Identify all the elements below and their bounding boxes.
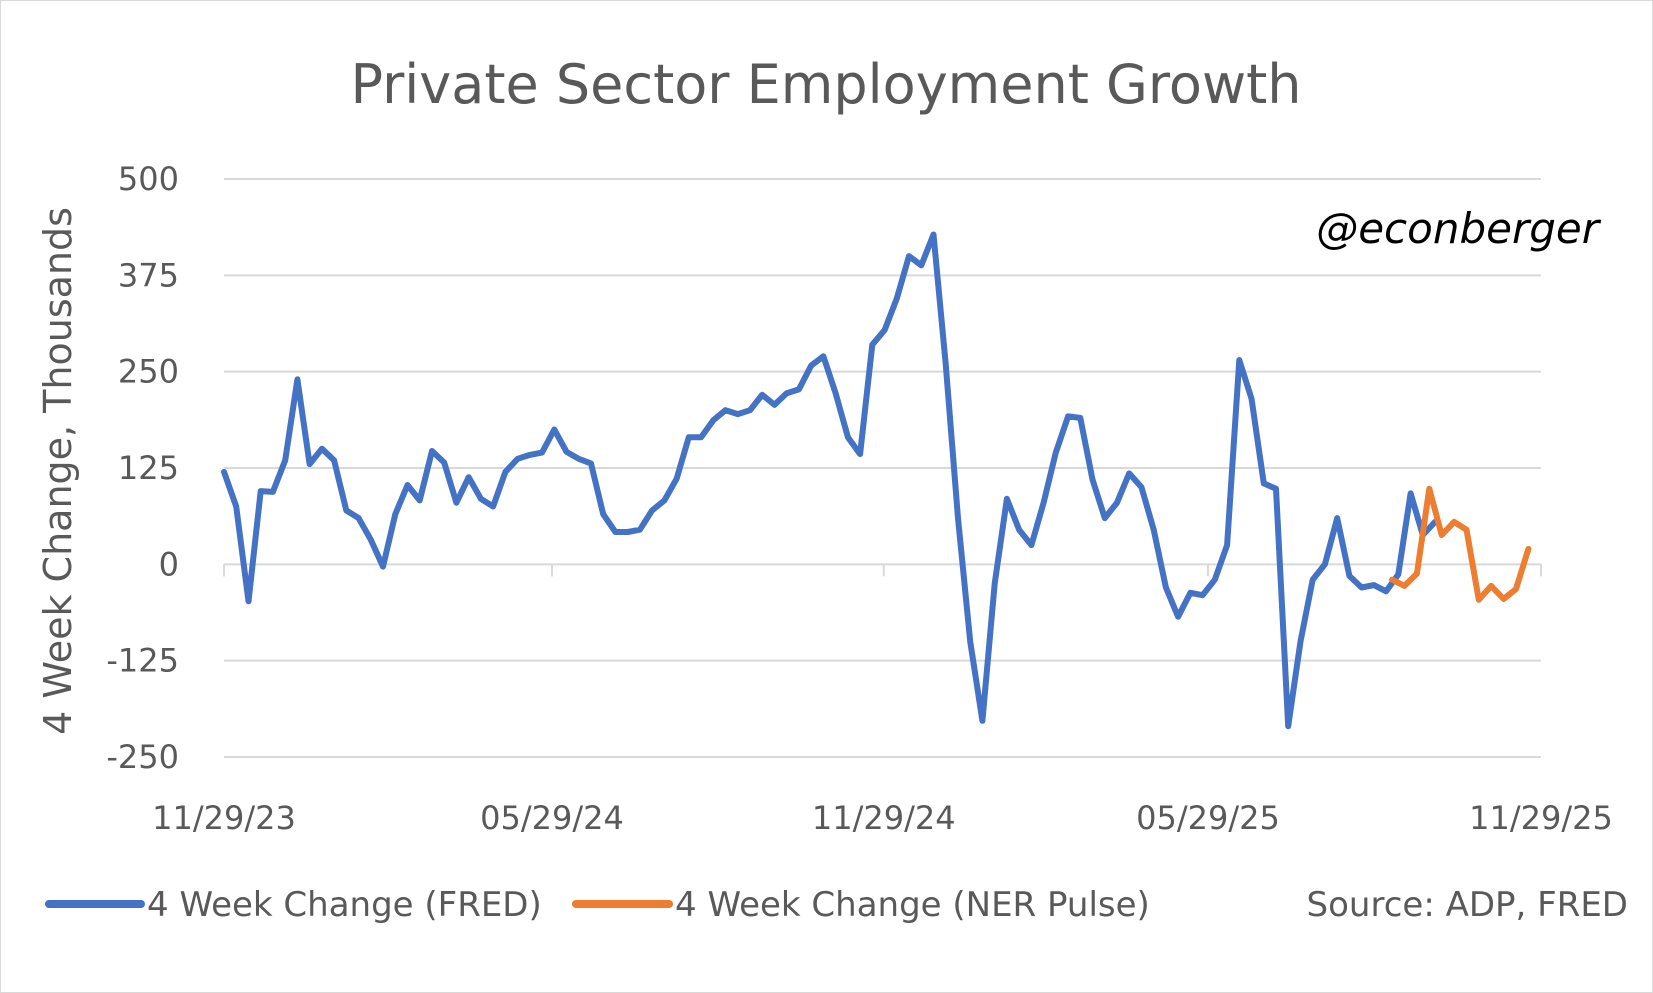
series-layer: [221, 231, 1532, 730]
y-tick-label: 375: [118, 256, 179, 294]
author-handle-annotation: @econberger: [1316, 204, 1602, 253]
y-tick-label: 250: [118, 353, 179, 391]
series-line-ner-pulse: [1389, 485, 1532, 603]
x-tick-label: 11/29/23: [152, 799, 296, 837]
x-axis-ticks: 11/29/23 05/29/24 11/29/24 05/29/25 11/29/25: [152, 564, 1613, 837]
y-tick-label: 500: [118, 160, 179, 198]
y-tick-label: -125: [106, 642, 179, 680]
legend: 4 Week Change (FRED) 4 Week Change (NER P…: [45, 885, 1150, 925]
legend-label-fred: 4 Week Change (FRED): [147, 885, 542, 925]
source-note: Source: ADP, FRED: [1307, 885, 1628, 925]
x-tick-label: 05/29/24: [480, 799, 624, 837]
y-tick-label: -250: [106, 738, 179, 776]
x-tick-label: 11/29/25: [1469, 799, 1613, 837]
gridlines: [224, 178, 1541, 758]
legend-label-ner-pulse: 4 Week Change (NER Pulse): [675, 885, 1150, 925]
x-tick-label: 11/29/24: [812, 799, 956, 837]
y-axis-label: 4 Week Change, Thousands: [36, 207, 80, 735]
y-tick-label: 0: [159, 545, 179, 583]
series-line-fred: [221, 231, 1438, 730]
chart-title: Private Sector Employment Growth: [350, 53, 1301, 116]
x-tick-label: 05/29/25: [1136, 799, 1280, 837]
y-axis-ticks: 500 375 250 125 0 -125 -250: [106, 160, 179, 776]
y-tick-label: 125: [118, 449, 179, 487]
